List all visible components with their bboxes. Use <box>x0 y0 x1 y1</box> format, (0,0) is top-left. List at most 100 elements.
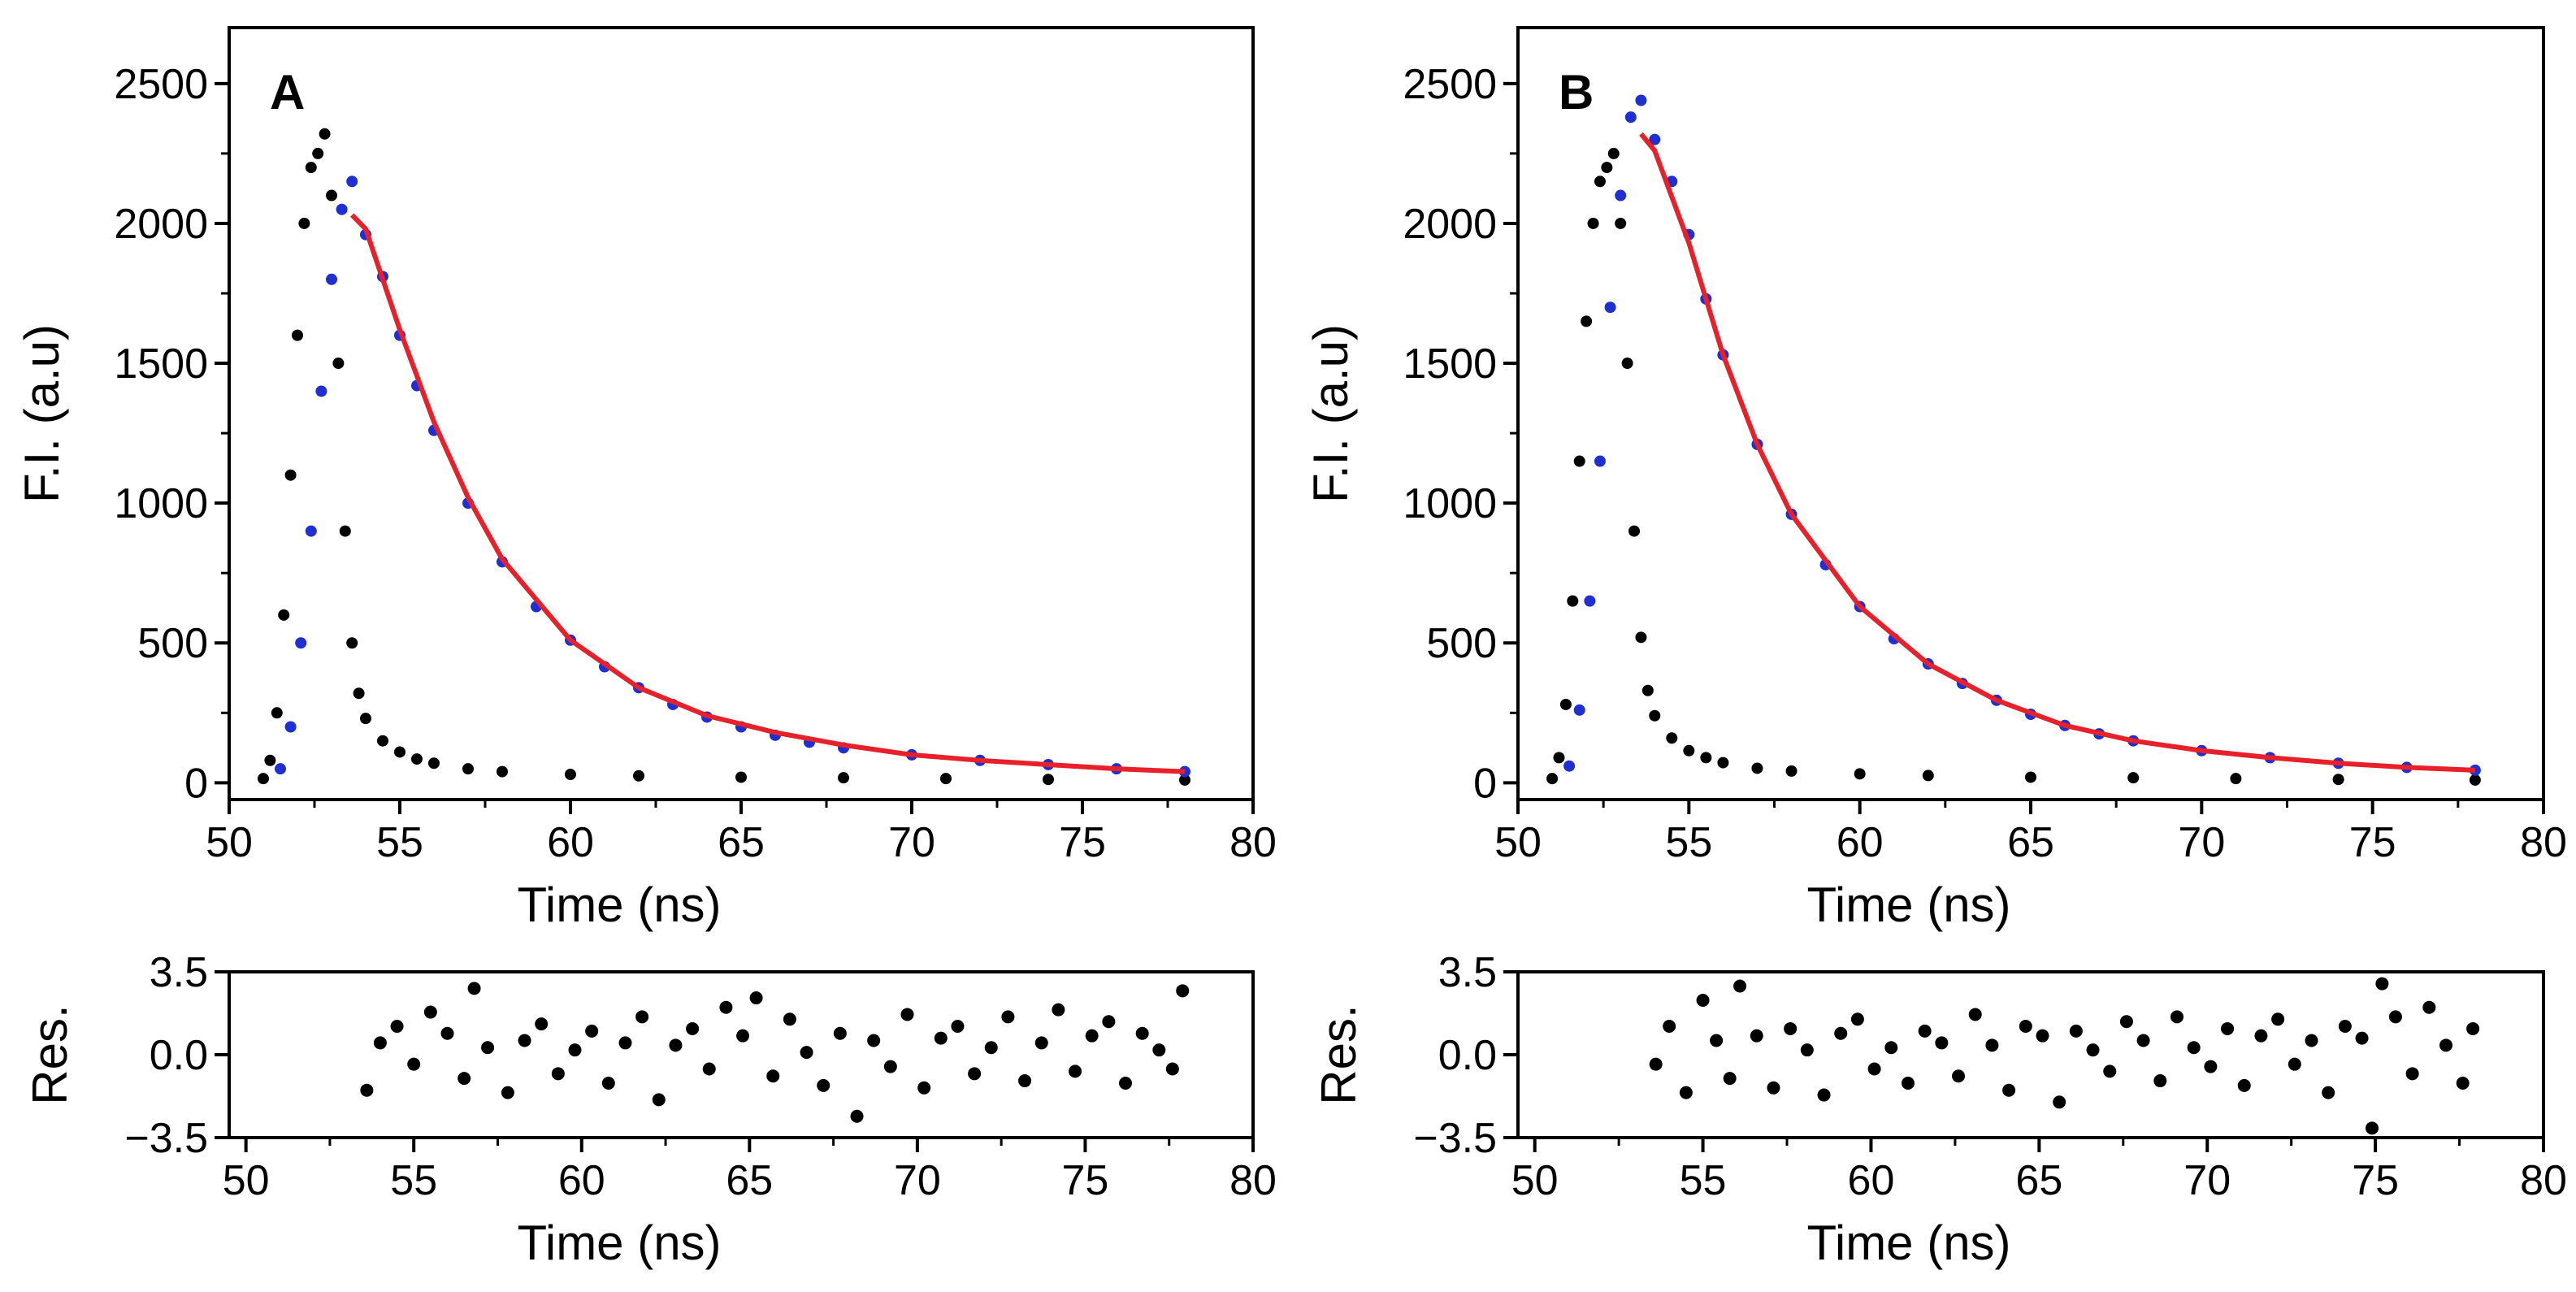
decay-point <box>326 273 337 285</box>
irf-point <box>462 763 474 775</box>
residuals-point <box>1884 1041 1898 1055</box>
x-tick-label: 65 <box>2015 1157 2062 1204</box>
irf-point <box>264 754 276 766</box>
irf-point <box>1179 774 1190 786</box>
residuals-point <box>686 1021 700 1035</box>
residuals-point <box>800 1046 813 1060</box>
residuals-point <box>968 1067 982 1081</box>
decay-point <box>1563 760 1576 772</box>
residuals-point <box>1663 1020 1676 1034</box>
residuals-point <box>501 1086 514 1099</box>
x-tick-label: 70 <box>894 1157 941 1204</box>
y-tick-label: 0.0 <box>150 1032 208 1079</box>
residuals-point <box>601 1076 615 1090</box>
irf-point <box>332 358 345 370</box>
residuals-point <box>1985 1038 1999 1052</box>
y-tick-label: 1500 <box>114 340 208 388</box>
residuals-point <box>917 1081 931 1095</box>
irf-point <box>735 771 747 783</box>
residuals-point <box>850 1109 864 1123</box>
irf-point <box>1641 684 1654 696</box>
irf-point <box>633 770 644 782</box>
residuals-point <box>2119 1015 2133 1029</box>
residuals-point <box>440 1026 454 1040</box>
plot-frame <box>1516 26 2545 801</box>
y-tick-label: 0 <box>184 760 208 807</box>
irf-point <box>1546 773 1559 785</box>
irf-point <box>1628 525 1641 537</box>
residuals-point <box>2053 1095 2066 1109</box>
decay-point <box>1604 301 1616 314</box>
residuals-point <box>481 1041 495 1055</box>
y-tick-label: 0.0 <box>1438 1032 1497 1079</box>
decay-point <box>1649 133 1661 145</box>
x-tick-label: 55 <box>1665 819 1712 866</box>
irf-point <box>278 609 290 621</box>
residuals-point <box>1085 1029 1099 1043</box>
irf-point <box>1581 315 1593 327</box>
residuals-point <box>817 1078 830 1092</box>
residuals-point <box>1901 1076 1915 1090</box>
residuals-point <box>1176 984 1190 998</box>
irf-point <box>1043 774 1054 786</box>
x-tick-label: 80 <box>1229 1157 1277 1204</box>
irf-point <box>1594 176 1606 188</box>
x-tick-label: 75 <box>2349 819 2396 866</box>
residuals-point <box>551 1067 565 1081</box>
irf-point <box>428 757 440 770</box>
residuals-point <box>2338 1020 2352 1034</box>
residuals-point <box>2355 1031 2369 1045</box>
irf-point <box>565 769 576 781</box>
decay-point <box>275 763 286 775</box>
irf-point <box>1717 757 1729 769</box>
decay-point <box>315 385 327 397</box>
residuals-point <box>702 1062 716 1076</box>
residuals-point <box>2153 1074 2167 1088</box>
irf-point <box>2127 772 2140 784</box>
residuals-point <box>2103 1064 2117 1078</box>
x-tick-label: 70 <box>2178 819 2225 866</box>
plot-frame <box>228 970 1255 1139</box>
x-tick-label: 60 <box>558 1157 605 1204</box>
plot-frame <box>1516 970 2545 1139</box>
panel-a-decay-chart: 50 55 60 65 70 75 80 0 500 1000 1500 2000 2500 Time (… <box>15 26 1277 932</box>
irf-point <box>1553 752 1565 764</box>
y-tick-label: 3.5 <box>1438 949 1497 996</box>
residuals-point <box>618 1036 632 1050</box>
residuals-point <box>1952 1069 1966 1083</box>
residuals-point <box>2069 1024 2083 1038</box>
residuals-point <box>1679 1086 1693 1099</box>
y-tick-label: 1000 <box>1403 480 1497 527</box>
x-tick-label: 50 <box>223 1157 270 1204</box>
x-axis-title: Time (ns) <box>1806 878 2010 932</box>
residuals-point <box>2086 1043 2100 1057</box>
panel-label: A <box>270 65 305 119</box>
x-tick-label: 60 <box>1837 819 1884 866</box>
residuals-point <box>867 1034 881 1047</box>
residuals-point <box>2439 1038 2453 1052</box>
plot-frame <box>228 26 1255 801</box>
y-tick-label: 2000 <box>1403 201 1497 248</box>
irf-point <box>497 765 508 778</box>
residuals-point <box>1750 1029 1763 1043</box>
irf-point <box>339 525 351 537</box>
fit-line <box>1639 132 2475 773</box>
residuals-point <box>783 1012 796 1026</box>
residuals-point <box>1119 1076 1133 1090</box>
irf-point <box>2025 771 2036 783</box>
residuals-point <box>1767 1081 1780 1095</box>
irf-point <box>2469 774 2481 786</box>
x-tick-label: 75 <box>2352 1157 2399 1204</box>
residuals-point <box>2422 1000 2436 1014</box>
residuals-point <box>1834 1026 1848 1040</box>
residuals-point <box>635 1010 649 1024</box>
x-tick-label: 75 <box>1062 1157 1109 1204</box>
residuals-point <box>1800 1043 1814 1057</box>
x-tick-label: 50 <box>1511 1157 1559 1204</box>
x-tick-label: 55 <box>1680 1157 1727 1204</box>
residuals-point <box>2136 1034 2150 1047</box>
x-tick-label: 80 <box>2520 819 2567 866</box>
residuals-point <box>1723 1072 1737 1086</box>
irf-point <box>394 746 405 758</box>
